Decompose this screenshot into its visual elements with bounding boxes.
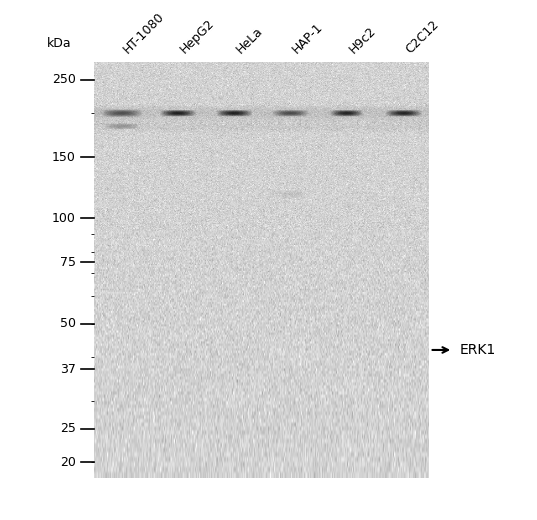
Text: ERK1: ERK1 xyxy=(460,343,496,357)
Text: 20: 20 xyxy=(60,456,76,469)
Text: 50: 50 xyxy=(60,317,76,330)
Text: 150: 150 xyxy=(52,150,76,163)
Text: HT-1080: HT-1080 xyxy=(121,10,167,56)
Text: 100: 100 xyxy=(52,212,76,225)
Text: 37: 37 xyxy=(60,362,76,375)
Text: C2C12: C2C12 xyxy=(403,18,441,56)
Text: 250: 250 xyxy=(52,73,76,86)
Text: 25: 25 xyxy=(60,422,76,435)
Text: kDa: kDa xyxy=(47,37,71,50)
Text: HAP-1: HAP-1 xyxy=(290,20,325,56)
Text: H9c2: H9c2 xyxy=(346,24,378,56)
Text: HeLa: HeLa xyxy=(234,24,265,56)
Text: HepG2: HepG2 xyxy=(177,17,216,56)
Text: 75: 75 xyxy=(60,255,76,268)
